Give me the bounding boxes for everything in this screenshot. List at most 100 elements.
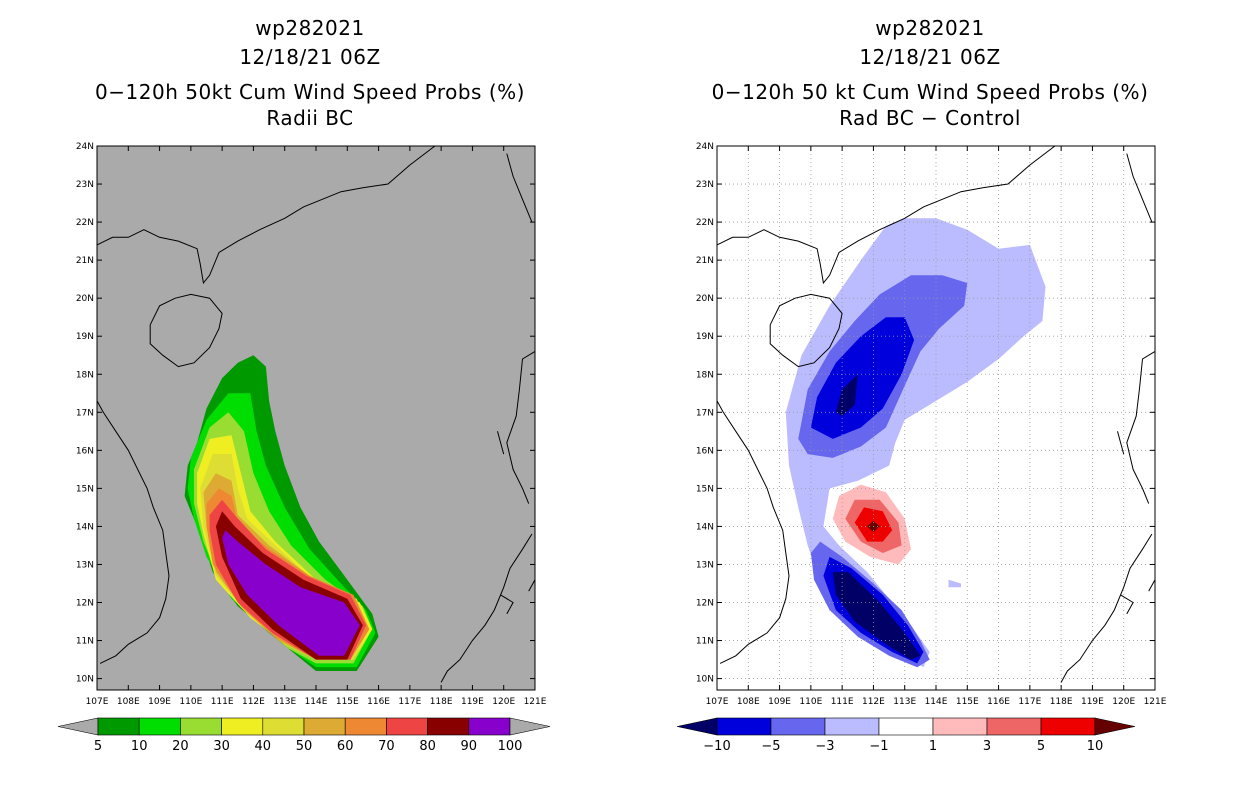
x-tick-label: 108E bbox=[737, 697, 760, 707]
x-tick-label: 115E bbox=[336, 697, 359, 707]
left-date: 12/18/21 06Z bbox=[239, 45, 381, 69]
x-tick-label: 121E bbox=[524, 697, 547, 707]
colorbar-label: 30 bbox=[213, 739, 230, 754]
y-tick-label: 13N bbox=[76, 560, 94, 570]
colorbar-label: 60 bbox=[337, 739, 354, 754]
y-tick-label: 10N bbox=[76, 675, 94, 685]
coastline-6 bbox=[440, 533, 533, 683]
colorbar-label: 10 bbox=[131, 739, 148, 754]
colorbar-swatch bbox=[138, 717, 181, 736]
coastline-1 bbox=[716, 145, 1056, 285]
y-tick-label: 19N bbox=[76, 332, 94, 342]
y-tick-label: 21N bbox=[696, 256, 714, 266]
colorbar-swatch bbox=[344, 717, 387, 736]
colorbar-label: 100 bbox=[498, 739, 523, 754]
axis-ticks: 107E 108E 109E 110E 111E 112E 113E 114E 115E 116E… bbox=[76, 142, 547, 707]
x-tick-label: 114E bbox=[925, 697, 948, 707]
x-tick-label: 118E bbox=[430, 697, 453, 707]
y-tick-label: 22N bbox=[696, 218, 714, 228]
x-tick-label: 111E bbox=[831, 697, 854, 707]
colorbar-swatch bbox=[180, 717, 222, 736]
coastline-1 bbox=[96, 145, 436, 285]
colorbar-swatch bbox=[878, 717, 934, 736]
left-panel-title: wp282021 12/18/21 06Z 0−120h 50kt Cum Wi… bbox=[50, 14, 570, 133]
colorbar: −10 −5 −3 −1 1 3 5 10 bbox=[676, 717, 1136, 754]
y-tick-label: 17N bbox=[696, 408, 714, 418]
colorbar-swatch bbox=[986, 717, 1042, 736]
coastlines bbox=[716, 145, 1156, 683]
left-product: 0−120h 50kt Cum Wind Speed Probs (%) bbox=[95, 80, 525, 104]
x-tick-label: 116E bbox=[987, 697, 1010, 707]
coastline-6 bbox=[1060, 533, 1153, 683]
contour-fills bbox=[184, 355, 379, 671]
colorbar-label: 50 bbox=[296, 739, 313, 754]
y-tick-label: 20N bbox=[696, 294, 714, 304]
panel-1: 107E 108E 109E 110E 111E 112E 113E 114E 115E 116E… bbox=[57, 142, 551, 754]
x-tick-label: 116E bbox=[367, 697, 390, 707]
colorbar-swatch bbox=[1040, 717, 1096, 736]
y-tick-label: 18N bbox=[696, 370, 714, 380]
colorbar-label: −3 bbox=[815, 739, 834, 754]
x-tick-label: 109E bbox=[148, 697, 171, 707]
colorbar-swatch bbox=[262, 717, 305, 736]
y-tick-label: 11N bbox=[76, 637, 94, 647]
colorbar-label: 80 bbox=[419, 739, 436, 754]
colorbar-swatch bbox=[468, 717, 511, 736]
colorbar: 5 10 20 30 40 50 60 70 80 90 100 bbox=[57, 717, 551, 754]
x-tick-label: 115E bbox=[956, 697, 979, 707]
colorbar-swatch bbox=[932, 717, 988, 736]
x-tick-label: 111E bbox=[211, 697, 234, 707]
x-tick-label: 117E bbox=[398, 697, 421, 707]
y-tick-label: 16N bbox=[76, 446, 94, 456]
right-product: 0−120h 50 kt Cum Wind Speed Probs (%) bbox=[711, 80, 1149, 104]
colorbar-label: 40 bbox=[255, 739, 272, 754]
x-tick-label: 118E bbox=[1050, 697, 1073, 707]
y-tick-label: 15N bbox=[696, 484, 714, 494]
coastline-7 bbox=[500, 594, 514, 615]
y-tick-label: 13N bbox=[696, 560, 714, 570]
y-tick-label: 23N bbox=[76, 180, 94, 190]
y-tick-label: 24N bbox=[76, 142, 94, 152]
colorbar-label: 90 bbox=[461, 739, 478, 754]
x-tick-label: 117E bbox=[1018, 697, 1041, 707]
grid-lines bbox=[717, 146, 1155, 690]
colorbar-label: 3 bbox=[983, 739, 991, 754]
right-panel-title: wp282021 12/18/21 06Z 0−120h 50 kt Cum W… bbox=[660, 14, 1200, 133]
colorbar-label: −1 bbox=[869, 739, 888, 754]
x-tick-label: 120E bbox=[1112, 697, 1135, 707]
colorbar-swatch bbox=[221, 717, 264, 736]
contour-level-7 bbox=[832, 572, 921, 660]
coastline-3 bbox=[506, 153, 533, 223]
coastline-4 bbox=[506, 350, 536, 504]
colorbar-label: 70 bbox=[378, 739, 395, 754]
y-tick-label: 10N bbox=[696, 675, 714, 685]
x-tick-label: 112E bbox=[862, 697, 885, 707]
colorbar-swatch bbox=[427, 717, 470, 736]
y-tick-label: 19N bbox=[696, 332, 714, 342]
coastline-5 bbox=[1117, 431, 1125, 455]
colorbar-label: −5 bbox=[761, 739, 780, 754]
colorbar-left-arrow bbox=[676, 717, 718, 736]
y-tick-label: 18N bbox=[76, 370, 94, 380]
y-tick-label: 11N bbox=[696, 637, 714, 647]
y-tick-label: 14N bbox=[76, 522, 94, 532]
x-tick-label: 120E bbox=[492, 697, 515, 707]
colorbar-swatch bbox=[97, 717, 140, 736]
x-tick-label: 112E bbox=[242, 697, 265, 707]
contour-level-2 bbox=[810, 317, 915, 439]
x-tick-label: 119E bbox=[1081, 697, 1104, 707]
coastline-2 bbox=[769, 293, 843, 368]
y-tick-label: 17N bbox=[76, 408, 94, 418]
axis-ticks: 107E 108E 109E 110E 111E 112E 113E 114E 115E 116E… bbox=[696, 142, 1167, 707]
y-tick-label: 12N bbox=[696, 599, 714, 609]
coastline-2 bbox=[149, 293, 223, 368]
colorbar-label: 5 bbox=[1037, 739, 1045, 754]
y-tick-label: 15N bbox=[76, 484, 94, 494]
colorbar-right-arrow bbox=[1094, 717, 1136, 736]
coastlines bbox=[96, 145, 536, 683]
x-tick-label: 109E bbox=[768, 697, 791, 707]
contour-fills bbox=[785, 218, 1046, 668]
contour-level-4 bbox=[948, 579, 961, 588]
colorbar-swatch bbox=[386, 717, 428, 736]
x-tick-label: 121E bbox=[1144, 697, 1167, 707]
